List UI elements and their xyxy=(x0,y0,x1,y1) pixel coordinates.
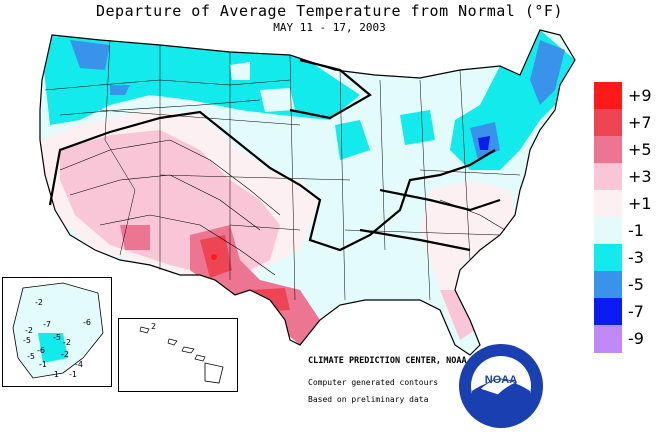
alaska-label: -6 xyxy=(37,346,45,355)
alaska-label: -5 xyxy=(23,336,31,345)
hawaii-label: 2 xyxy=(151,322,157,331)
legend-label: -5 xyxy=(628,275,644,294)
legend-label: +9 xyxy=(628,86,652,105)
alaska-label: -1 xyxy=(51,370,59,379)
alaska-label: -2 xyxy=(63,338,71,347)
credit-center: CLIMATE PREDICTION CENTER, NOAA xyxy=(308,356,467,366)
alaska-label: -4 xyxy=(75,360,83,369)
alaska-inset: -2 -7 -6 -2 -5 -2 -5 -6 -2 -1 -4 -5 -1 -… xyxy=(2,277,112,387)
alaska-label: -7 xyxy=(43,320,51,329)
noaa-logo-text: NOAA xyxy=(485,374,517,386)
legend-label: -7 xyxy=(628,302,644,321)
alaska-label: -1 xyxy=(69,370,77,379)
state-borders xyxy=(99,39,521,301)
alaska-label: -1 xyxy=(39,360,47,369)
alaska-label: -5 xyxy=(53,333,61,342)
legend-swatch xyxy=(594,244,622,272)
legend-swatch xyxy=(594,109,622,137)
noaa-logo: NOAA xyxy=(459,344,543,428)
alaska-label: -2 xyxy=(61,350,69,359)
credit-line1: Computer generated contours xyxy=(308,378,439,387)
contour-fills xyxy=(40,30,575,355)
legend-swatch xyxy=(594,298,622,326)
legend-swatch xyxy=(594,271,622,299)
legend-swatch xyxy=(594,136,622,164)
credit-line2: Based on preliminary data xyxy=(308,395,429,404)
alaska-label: -5 xyxy=(27,352,35,361)
alaska-label: -6 xyxy=(83,318,91,327)
hawaii-inset: 2 xyxy=(118,318,238,392)
legend-label: -1 xyxy=(628,221,644,240)
legend-swatch xyxy=(594,82,622,110)
alaska-map xyxy=(12,282,104,379)
map-title: Departure of Average Temperature from No… xyxy=(95,2,563,20)
alaska-label: -2 xyxy=(25,326,33,335)
legend-swatch xyxy=(594,217,622,245)
map-subtitle: MAY 11 - 17, 2003 xyxy=(273,21,386,34)
legend-label: +5 xyxy=(628,140,652,159)
legend-label: +1 xyxy=(628,194,652,213)
legend-swatch xyxy=(594,190,622,218)
legend-label: +7 xyxy=(628,113,652,132)
hawaii-map xyxy=(139,326,224,384)
legend-label: -3 xyxy=(628,248,644,267)
alaska-label: -2 xyxy=(35,298,43,307)
legend-label: -9 xyxy=(628,329,644,348)
legend-swatch xyxy=(594,163,622,191)
legend-label: +3 xyxy=(628,167,652,186)
legend-swatch xyxy=(594,325,622,353)
us-outline xyxy=(39,29,576,356)
